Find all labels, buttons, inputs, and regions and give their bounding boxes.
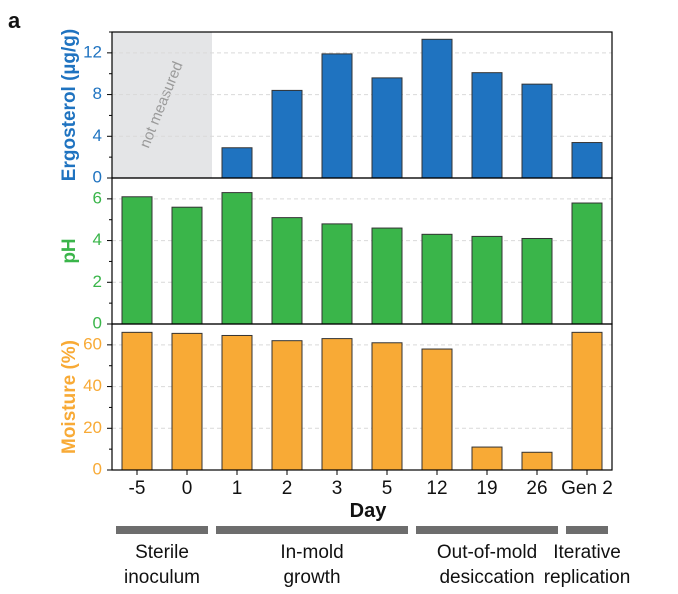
group-bracket — [216, 526, 408, 534]
bar — [271, 217, 303, 325]
bar — [471, 72, 503, 179]
group-bracket — [116, 526, 208, 534]
bar — [521, 237, 553, 325]
y-tick-label: 2 — [93, 272, 102, 291]
bar — [321, 338, 353, 471]
y-tick-label: 4 — [93, 126, 102, 145]
bar — [221, 334, 253, 471]
group-bracket — [416, 526, 558, 534]
group: Out-of-mold desiccation — [416, 526, 558, 588]
x-axis-title: Day — [350, 500, 388, 522]
y-tick-label: 12 — [83, 42, 102, 61]
x-tick-label: 26 — [526, 478, 547, 499]
bar — [371, 227, 403, 325]
group-label: Out-of-mold — [437, 542, 537, 563]
bar — [571, 331, 603, 471]
bar — [521, 83, 553, 179]
bar — [121, 196, 153, 325]
group-label: inoculum — [124, 567, 200, 588]
x-tick-label: 1 — [232, 478, 243, 499]
bar — [421, 233, 453, 325]
y-tick-label: 40 — [83, 376, 102, 395]
bar — [321, 53, 353, 179]
bar — [371, 342, 403, 471]
y-axis-title: Ergosterol (µg/g) — [59, 29, 80, 181]
bar — [571, 142, 603, 179]
x-tick-label: Gen 2 — [561, 478, 613, 499]
group-label: growth — [283, 567, 340, 588]
panel-label: a — [8, 8, 21, 33]
y-tick-label: 6 — [93, 188, 102, 207]
group: Iterative replication — [544, 526, 631, 588]
x-tick-label: 5 — [382, 478, 393, 499]
y-tick-label: 0 — [93, 167, 102, 186]
y-tick-label: 8 — [93, 84, 102, 103]
x-tick-label: -5 — [129, 478, 146, 499]
group-label: In-mold — [280, 542, 343, 563]
bar — [171, 206, 203, 325]
bar — [271, 340, 303, 471]
y-axis-title: Moisture (%) — [59, 340, 80, 454]
bar — [321, 223, 353, 325]
x-tick-label: 19 — [476, 478, 497, 499]
group-label: replication — [544, 567, 631, 588]
group-bracket — [566, 526, 608, 534]
y-tick-label: 4 — [93, 230, 102, 249]
bar — [121, 331, 153, 471]
bar — [171, 332, 203, 471]
group: Sterile inoculum — [116, 526, 208, 588]
group-label: desiccation — [439, 567, 534, 588]
y-tick-label: 0 — [93, 459, 102, 478]
bar — [571, 202, 603, 325]
bar — [471, 235, 503, 325]
bar — [221, 147, 253, 179]
group-annotations: Sterile inoculum In-mold growth Out-of-mold d… — [116, 526, 630, 588]
group-label: Sterile — [135, 542, 189, 563]
panel-1: 0 2 4 6 pH — [59, 177, 613, 332]
panel-frame — [111, 323, 613, 471]
bar — [521, 451, 553, 471]
y-tick-label: 20 — [83, 418, 102, 437]
bar — [221, 192, 253, 325]
bar — [421, 348, 453, 471]
bar — [271, 89, 303, 179]
x-tick-label: 0 — [182, 478, 193, 499]
group-label: Iterative — [553, 542, 621, 563]
y-axis-title: pH — [59, 238, 80, 263]
x-tick-label: 12 — [426, 478, 447, 499]
bar — [421, 38, 453, 179]
bar — [471, 446, 503, 471]
group: In-mold growth — [216, 526, 408, 588]
y-tick-label: 60 — [83, 334, 102, 353]
x-tick-label: 2 — [282, 478, 293, 499]
not-measured-region — [112, 32, 212, 178]
y-tick-label: 0 — [93, 313, 102, 332]
bar — [371, 77, 403, 179]
x-tick-label: 3 — [332, 478, 343, 499]
